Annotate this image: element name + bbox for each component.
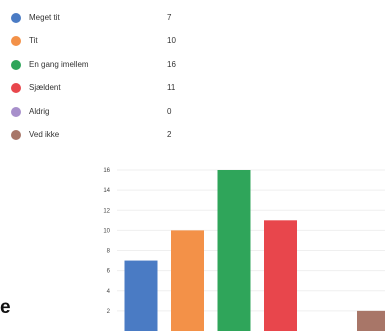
bar (171, 230, 204, 331)
legend-label: Sjældent (29, 83, 61, 93)
bar (217, 170, 251, 331)
legend-item: Sjældent 11 (0, 81, 220, 95)
legend-value: 2 (167, 130, 172, 139)
y-tick-label: 12 (103, 208, 110, 214)
legend-value: 7 (167, 13, 172, 22)
bar (124, 260, 158, 331)
y-tick-label: 8 (107, 249, 111, 255)
legend-swatch (11, 36, 21, 47)
legend-label: En gang imellem (29, 59, 89, 69)
legend-item: Tit 10 (0, 34, 220, 48)
legend-item: En gang imellem 16 (0, 58, 220, 72)
y-tick-label: 6 (107, 269, 111, 275)
legend-swatch (11, 59, 21, 70)
legend-value: 0 (167, 106, 172, 116)
legend-label: Ved ikke (29, 130, 60, 139)
legend-item: Aldrig 0 (0, 105, 220, 119)
side-text: e (0, 297, 11, 318)
legend-item: Ved ikke 2 (0, 128, 220, 142)
legend-value: 10 (167, 36, 176, 46)
y-tick-label: 16 (103, 168, 110, 174)
legend-swatch (11, 130, 21, 140)
legend-label: Meget tit (29, 13, 60, 22)
legend-label: Tit (29, 36, 38, 46)
y-tick-label: 14 (103, 188, 110, 194)
legend-item: Meget tit 7 (0, 11, 220, 25)
legend-swatch (11, 83, 21, 94)
bar (357, 310, 385, 331)
bar (264, 220, 297, 331)
y-tick-label: 2 (107, 309, 111, 315)
y-tick-label: 4 (107, 289, 111, 295)
y-tick-label: 10 (103, 228, 110, 234)
legend-swatch (11, 106, 21, 117)
legend-label: Aldrig (29, 106, 50, 116)
legend-swatch (11, 13, 21, 23)
legend: Meget tit 7 Tit 10 En gang imellem 16 Sjældent… (0, 0, 385, 150)
legend-value: 16 (167, 59, 176, 69)
legend-value: 11 (167, 83, 176, 93)
